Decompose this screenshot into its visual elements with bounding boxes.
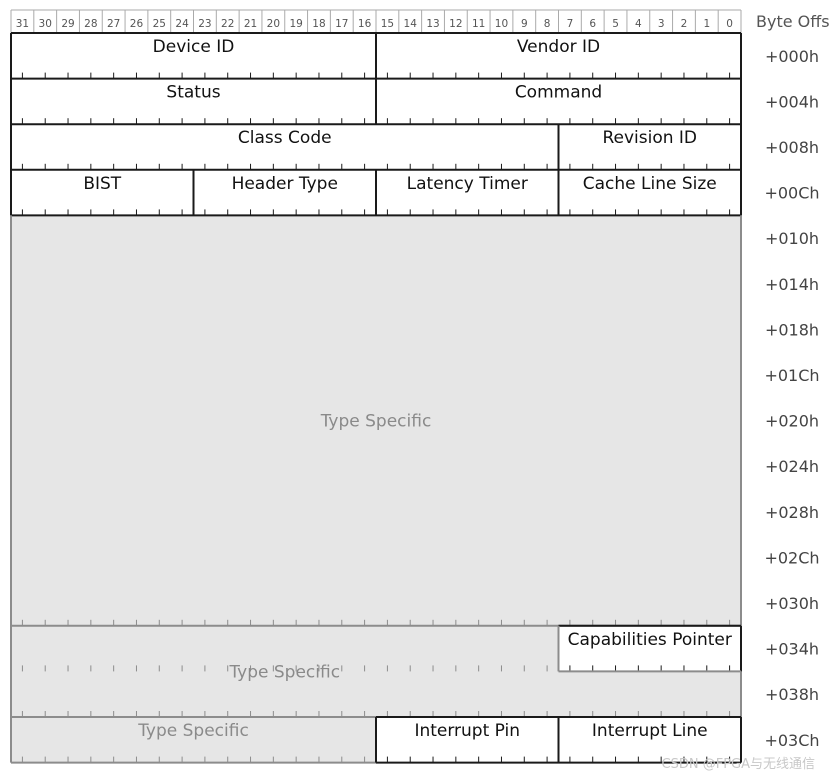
- bit-number-30: 30: [39, 18, 52, 30]
- field-class-code: Class Code: [238, 128, 332, 148]
- byte-offset-label: +01Ch: [764, 366, 819, 385]
- byte-offset-label: +024h: [765, 457, 819, 476]
- field-bist: BIST: [83, 174, 121, 194]
- byte-offset-label: +010h: [765, 229, 819, 248]
- bit-number-12: 12: [449, 18, 462, 30]
- byte-offset-label: +03Ch: [764, 731, 819, 750]
- field-revision-id: Revision ID: [602, 128, 697, 148]
- bit-number-3: 3: [658, 18, 665, 30]
- type-specific-block-fill: [11, 717, 376, 763]
- byte-offset-label: +000h: [765, 47, 819, 66]
- bit-number-5: 5: [612, 18, 619, 30]
- bit-number-14: 14: [404, 18, 418, 30]
- bit-number-16: 16: [358, 18, 372, 30]
- bit-number-21: 21: [244, 18, 257, 30]
- field-latency-timer: Latency Timer: [407, 174, 528, 194]
- field-device-id: Device ID: [153, 37, 235, 57]
- byte-offset-header: Byte Offs: [756, 12, 829, 31]
- bit-number-0: 0: [726, 18, 733, 30]
- bit-number-13: 13: [426, 18, 439, 30]
- bit-number-23: 23: [198, 18, 211, 30]
- type-specific-block-fill: [11, 215, 741, 626]
- bit-number-10: 10: [495, 18, 508, 30]
- byte-offset-label: +004h: [765, 92, 819, 111]
- bit-number-26: 26: [130, 18, 144, 30]
- bit-number-27: 27: [107, 18, 120, 30]
- field-command: Command: [515, 83, 602, 103]
- bit-number-7: 7: [567, 18, 574, 30]
- byte-offset-label: +020h: [765, 412, 819, 431]
- field-status: Status: [166, 83, 220, 103]
- bit-number-18: 18: [312, 18, 325, 30]
- type-specific-label: Type Specific: [320, 412, 432, 432]
- field-interrupt-pin: Interrupt Pin: [414, 721, 520, 741]
- byte-offset-label: +014h: [765, 275, 819, 294]
- capabilities-pointer-box: [558, 625, 741, 672]
- type-specific-label: Type Specific: [228, 662, 340, 682]
- bit-number-15: 15: [381, 18, 394, 30]
- field-vendor-id: Vendor ID: [517, 37, 600, 57]
- field-capabilities-pointer: Capabilities Pointer: [568, 630, 732, 650]
- field-interrupt-line: Interrupt Line: [592, 721, 708, 741]
- bit-number-17: 17: [335, 18, 348, 30]
- bit-number-6: 6: [589, 18, 596, 30]
- bit-number-28: 28: [84, 18, 97, 30]
- bit-number-29: 29: [61, 18, 74, 30]
- bit-number-22: 22: [221, 18, 234, 30]
- byte-offset-label: +038h: [765, 685, 819, 704]
- watermark-text: CSDN @FPGA与无线通信: [662, 757, 815, 772]
- type-specific-label: Type Specific: [137, 721, 249, 741]
- byte-offset-label: +008h: [765, 138, 819, 157]
- bit-number-11: 11: [472, 18, 485, 30]
- bit-number-1: 1: [703, 18, 710, 30]
- bit-number-25: 25: [153, 18, 166, 30]
- byte-offset-label: +00Ch: [764, 184, 819, 203]
- bit-number-9: 9: [521, 18, 528, 30]
- bit-number-4: 4: [635, 18, 642, 30]
- bit-number-2: 2: [681, 18, 688, 30]
- byte-offset-label: +034h: [765, 640, 819, 659]
- bit-number-19: 19: [289, 18, 302, 30]
- byte-offset-label: +02Ch: [764, 548, 819, 567]
- bit-number-31: 31: [16, 18, 29, 30]
- bit-number-20: 20: [267, 18, 280, 30]
- byte-offset-label: +028h: [765, 503, 819, 522]
- byte-offset-label: +018h: [765, 320, 819, 339]
- field-header-type: Header Type: [232, 174, 338, 194]
- bit-number-8: 8: [544, 18, 551, 30]
- byte-offset-label: +030h: [765, 594, 819, 613]
- bit-number-24: 24: [175, 18, 189, 30]
- field-cache-line-size: Cache Line Size: [583, 174, 717, 194]
